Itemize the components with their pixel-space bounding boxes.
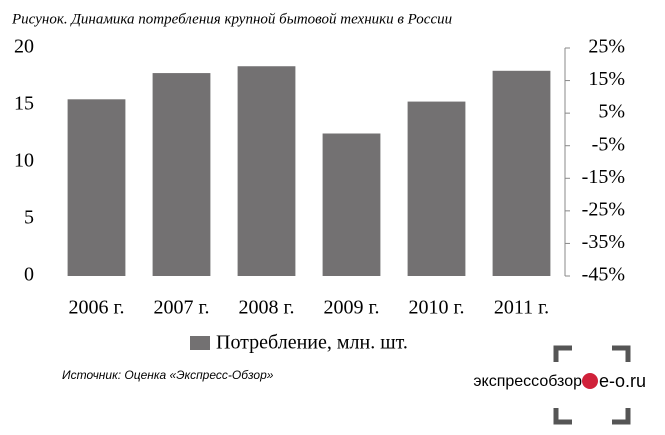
- y-tick-label: 10: [14, 150, 34, 172]
- legend-swatch: [190, 336, 210, 350]
- logo: экспрессобзор e-o.ru: [473, 345, 646, 425]
- y2-tick-label: -15%: [582, 166, 625, 188]
- y-tick-label: 5: [24, 207, 34, 229]
- bar: [152, 73, 211, 276]
- y2-tick-label: -45%: [582, 264, 625, 286]
- y2-tick-label: -35%: [582, 231, 625, 253]
- bar: [237, 66, 296, 277]
- legend-label: Потребление, млн. шт.: [216, 332, 408, 354]
- logo-frame: [553, 345, 631, 425]
- x-tick-label: 2008 г.: [239, 297, 295, 319]
- x-tick-label: 2006 г.: [69, 297, 125, 319]
- source-note: Источник: Оценка «Экспресс-Обзор»: [62, 368, 274, 382]
- bar: [322, 133, 381, 276]
- bar: [492, 70, 551, 276]
- x-tick-label: 2007 г.: [154, 297, 210, 319]
- x-tick-label: 2010 г.: [409, 297, 465, 319]
- bar: [407, 101, 466, 276]
- logo-dot: [582, 373, 598, 389]
- logo-name: экспрессобзор: [473, 373, 582, 390]
- y2-tick-label: -5%: [592, 133, 625, 155]
- y2-tick-label: 15%: [588, 68, 625, 90]
- y-tick-label: 0: [24, 264, 34, 286]
- x-tick-label: 2011 г.: [494, 297, 549, 319]
- y2-tick-label: 25%: [588, 36, 625, 58]
- chart-title: Рисунок. Динамика потребления крупной бы…: [11, 11, 452, 27]
- y2-tick-label: 5%: [598, 101, 625, 123]
- y-tick-label: 15: [14, 93, 34, 115]
- x-tick-label: 2009 г.: [324, 297, 380, 319]
- y2-tick-label: -25%: [582, 198, 625, 220]
- y-tick-label: 20: [14, 36, 34, 58]
- logo-site: e-o.ru: [599, 371, 646, 391]
- bar: [67, 99, 126, 276]
